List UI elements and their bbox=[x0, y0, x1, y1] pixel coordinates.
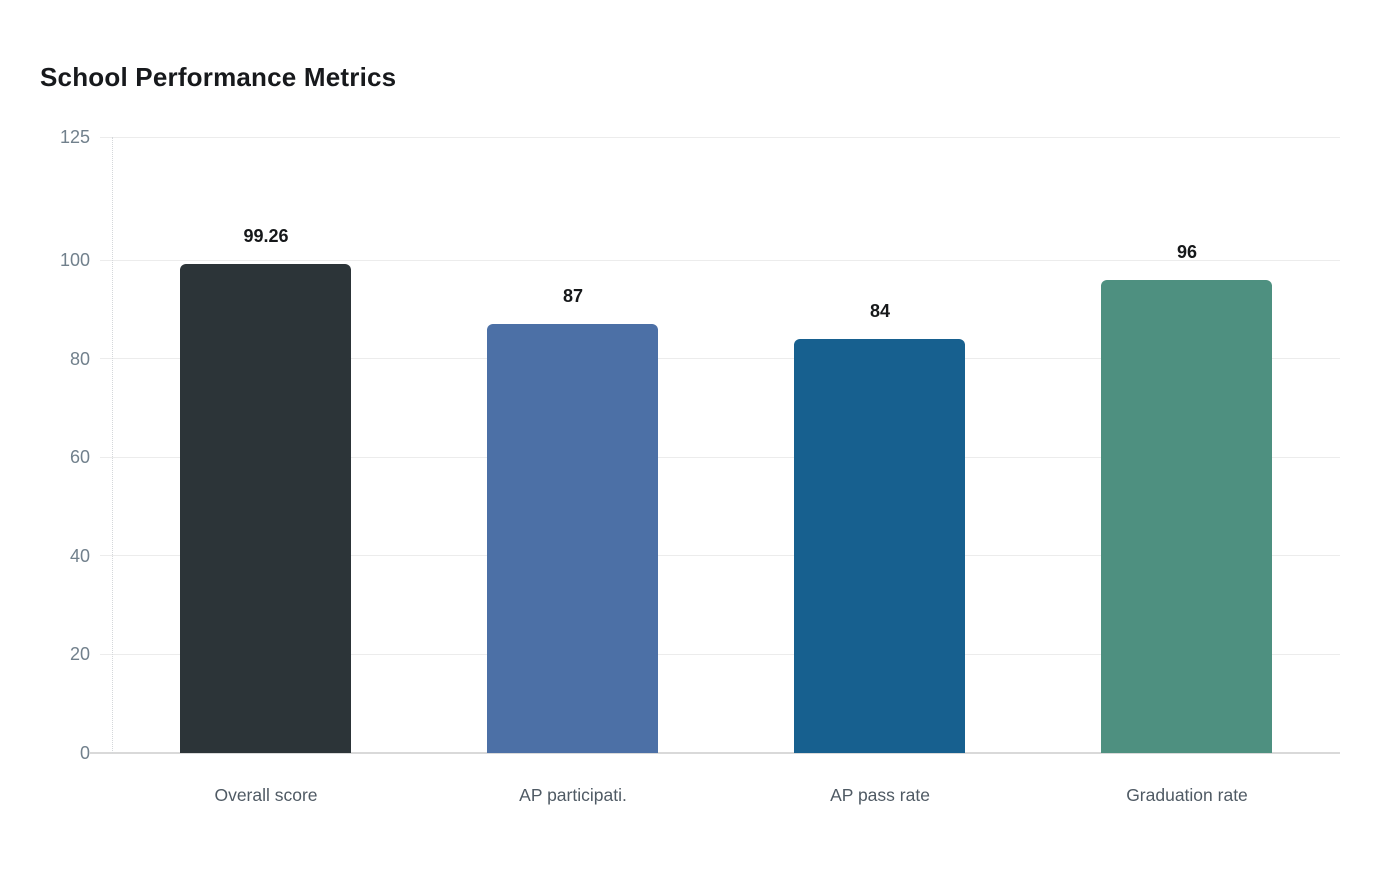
gridline-y-20 bbox=[100, 654, 1340, 655]
bar-ap-pass-rate bbox=[794, 339, 965, 753]
y-tick-label-80: 80 bbox=[69, 349, 90, 369]
y-tick-label-100: 100 bbox=[59, 250, 90, 270]
y-axis-line bbox=[112, 137, 113, 753]
bar-value-label: 87 bbox=[562, 286, 584, 306]
gridline-y-100 bbox=[100, 260, 1340, 261]
bar-value-label: 84 bbox=[869, 301, 891, 321]
gridline-y-80 bbox=[100, 358, 1340, 359]
y-tick-label-20: 20 bbox=[69, 644, 90, 664]
y-tick-label-125: 125 bbox=[59, 127, 90, 147]
x-category-label: AP participati. bbox=[519, 785, 627, 805]
y-tick-label-0: 0 bbox=[79, 743, 90, 763]
bar-value-label: 96 bbox=[1176, 242, 1198, 262]
y-tick-label-40: 40 bbox=[69, 546, 90, 566]
gridline-y-40 bbox=[100, 555, 1340, 556]
bar-ap-participati bbox=[487, 324, 658, 753]
x-category-label: Graduation rate bbox=[1126, 785, 1248, 805]
x-category-label: AP pass rate bbox=[830, 785, 930, 805]
y-tick-label-60: 60 bbox=[69, 447, 90, 467]
x-axis-baseline bbox=[90, 752, 1340, 754]
bar-overall-score bbox=[180, 264, 351, 753]
bar-graduation-rate bbox=[1101, 280, 1272, 753]
chart-title: School Performance Metrics bbox=[40, 62, 397, 92]
x-category-label: Overall score bbox=[214, 785, 318, 805]
gridline-y-125 bbox=[100, 137, 1340, 138]
gridline-y-60 bbox=[100, 457, 1340, 458]
bar-value-label: 99.26 bbox=[243, 226, 289, 246]
